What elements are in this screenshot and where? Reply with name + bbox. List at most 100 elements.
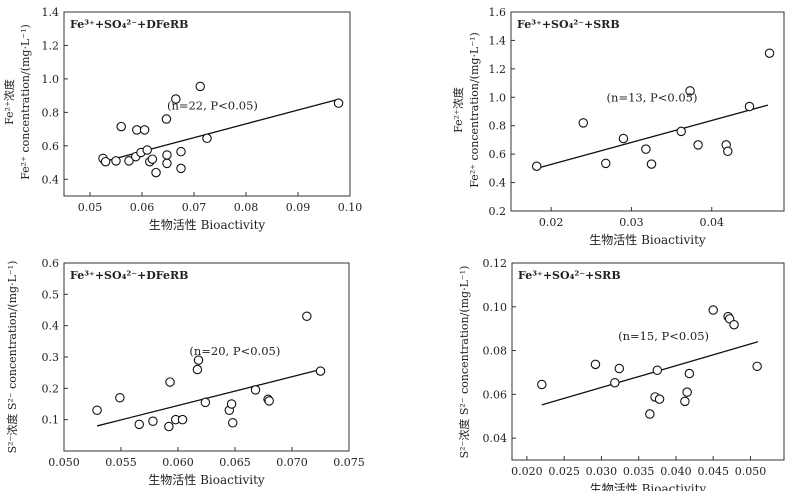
x-tick-label: 0.020 <box>511 465 543 478</box>
chart-panel-3: 0.050 0.055 0.060 0.065 0.070 0.075 0.1 0.2 0.3 0… <box>5 257 365 487</box>
y-axis-label: Fe²⁺浓度 <box>451 87 465 133</box>
data-point <box>92 405 102 416</box>
data-point <box>142 145 152 155</box>
x-tick-label: 0.09 <box>286 201 311 214</box>
x-tick-label: 0.045 <box>697 465 729 478</box>
x-tick-label: 0.075 <box>333 456 365 469</box>
data-point <box>250 385 261 395</box>
data-point <box>195 81 205 92</box>
data-point <box>682 387 692 397</box>
trend-line <box>536 104 769 169</box>
data-point <box>645 409 655 419</box>
data-point <box>151 167 161 178</box>
trend-line <box>541 341 759 406</box>
y-tick-label: 1.0 <box>42 73 60 86</box>
y-axis-label: S²⁻浓度 S²⁻ concentration/(mg·L⁻¹) <box>5 261 19 454</box>
data-point <box>333 98 344 108</box>
data-point <box>176 146 186 157</box>
data-point <box>148 416 158 426</box>
data-point <box>162 150 172 160</box>
data-point <box>202 133 212 144</box>
panel-title: Fe³⁺+SO₄²⁻+SRB <box>517 18 620 31</box>
panel-title: Fe³⁺+SO₄²⁻+DFeRB <box>70 18 188 31</box>
data-point <box>693 140 703 150</box>
data-point <box>176 163 186 174</box>
x-tick-label: 0.10 <box>338 201 363 214</box>
x-tick-label: 0.025 <box>548 465 580 478</box>
y-tick-label: 1.0 <box>489 91 507 104</box>
y-tick-label: 0.04 <box>483 432 508 445</box>
y-tick-label: 1.4 <box>42 6 60 19</box>
data-point <box>171 94 181 104</box>
data-point <box>578 118 589 128</box>
data-point <box>124 156 134 166</box>
data-point <box>684 368 695 379</box>
x-axis-label: 生物活性 Bioactivity <box>148 473 265 487</box>
data-point <box>652 365 663 376</box>
data-point <box>537 379 547 390</box>
x-tick-label: 0.055 <box>105 456 137 469</box>
data-point <box>161 114 172 124</box>
y-axis-label: Fe²⁺浓度 <box>2 79 16 125</box>
x-tick-label: 0.05 <box>78 201 103 214</box>
data-point <box>646 159 657 169</box>
plot-frame <box>510 11 785 212</box>
data-point <box>531 161 542 171</box>
data-point <box>147 154 158 164</box>
y-axis-label: Fe²⁺ concentration/(mg·L⁻¹) <box>19 24 32 180</box>
data-point <box>676 126 686 137</box>
data-point <box>116 121 126 132</box>
data-point <box>654 394 665 404</box>
plot-frame <box>63 11 351 197</box>
x-tick-label: 0.060 <box>162 456 194 469</box>
x-tick-label: 0.050 <box>48 456 80 469</box>
x-axis-label: 生物活性 Bioactivity <box>149 218 266 232</box>
y-tick-label: 0.6 <box>42 140 60 153</box>
data-point <box>302 311 312 322</box>
trend-line <box>96 368 321 427</box>
y-tick-label: 0.6 <box>42 257 60 270</box>
data-point <box>226 399 237 409</box>
data-point <box>111 156 121 166</box>
data-point <box>193 355 204 365</box>
x-tick-label: 0.050 <box>735 465 767 478</box>
x-tick-label: 0.03 <box>619 216 644 229</box>
data-point <box>723 146 733 157</box>
x-tick-label: 0.08 <box>234 201 259 214</box>
y-tick-label: 0.06 <box>483 388 508 401</box>
data-point <box>200 397 211 408</box>
x-axis-label: 生物活性 Bioactivity <box>589 233 706 247</box>
data-point <box>134 419 144 430</box>
x-tick-label: 0.07 <box>182 201 207 214</box>
data-point <box>752 361 762 372</box>
regression-annotation: (n=22, P<0.05) <box>167 99 258 113</box>
data-point <box>614 363 625 374</box>
data-point <box>680 396 690 407</box>
x-tick-label: 0.06 <box>130 201 155 214</box>
x-tick-label: 0.04 <box>699 216 724 229</box>
chart-panel-2: 0.02 0.03 0.04 0.2 0.4 0.6 0.8 1.0 1.2 1.4 1.6 生物活性… <box>451 6 785 247</box>
data-point <box>264 396 274 406</box>
data-point <box>115 392 125 403</box>
data-point <box>162 158 172 169</box>
data-point <box>708 305 718 315</box>
chart-panel-4: 0.020 0.025 0.030 0.035 0.040 0.045 0.050 0.04 0… <box>457 257 785 491</box>
data-point <box>610 377 620 388</box>
data-point <box>164 421 174 432</box>
y-tick-label: 1.2 <box>42 39 60 52</box>
y-tick-label: 0.10 <box>483 301 508 314</box>
data-point <box>177 414 188 425</box>
data-point <box>600 158 611 169</box>
x-tick-label: 0.070 <box>276 456 308 469</box>
regression-annotation: (n=13, P<0.05) <box>607 91 698 105</box>
data-point <box>764 48 775 58</box>
y-tick-label: 0.12 <box>483 257 508 270</box>
plot-frame <box>511 262 785 461</box>
y-axis-label: Fe²⁺ concentration/(mg·L⁻¹) <box>468 32 481 188</box>
panel-title: Fe³⁺+SO₄²⁻+DFeRB <box>70 269 188 282</box>
y-tick-label: 0.8 <box>42 106 60 119</box>
data-point <box>227 418 238 428</box>
data-point <box>590 359 601 370</box>
